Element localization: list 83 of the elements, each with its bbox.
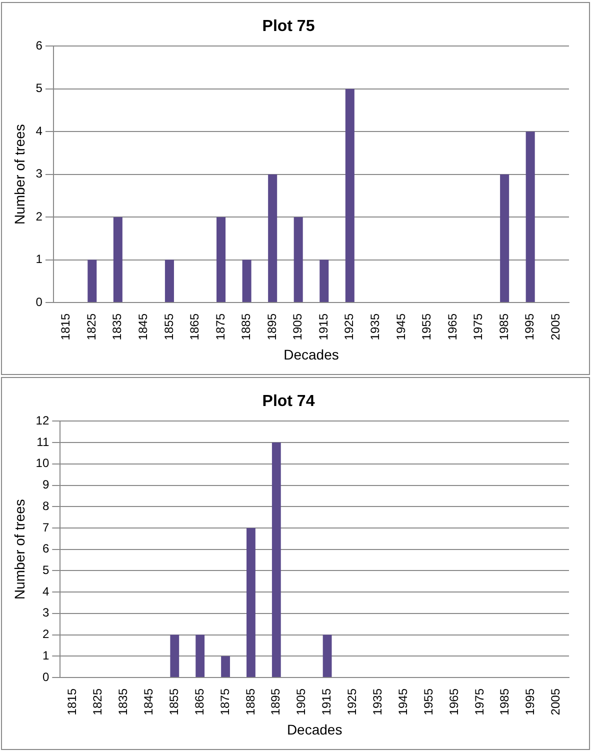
x-tick-label: 1865	[192, 688, 206, 716]
bar	[268, 174, 278, 302]
x-tick-label: 2005	[548, 688, 563, 716]
y-tick-label: 5	[42, 563, 50, 578]
x-tick-label: 1885	[239, 313, 254, 340]
x-tick-label: 1825	[90, 688, 105, 716]
x-tick-label: 1885	[243, 688, 258, 716]
x-tick-label: 1905	[290, 313, 305, 340]
x-tick-label: 1915	[320, 688, 334, 716]
y-tick-label: 7	[42, 520, 50, 534]
x-axis-title: Decades	[284, 346, 339, 362]
x-tick-label: 1995	[522, 313, 537, 340]
y-tick-label: 8	[42, 498, 50, 513]
x-tick-label: 1855	[162, 313, 176, 340]
x-tick-label: 1975	[472, 688, 486, 716]
x-tick-label: 1945	[396, 688, 410, 716]
x-tick-label: 1935	[370, 688, 384, 716]
y-tick-label: 2	[36, 209, 43, 224]
x-tick-label: 1945	[394, 313, 408, 340]
y-tick-label: 5	[36, 81, 43, 96]
y-tick-label: 1	[36, 252, 43, 266]
bar	[246, 528, 256, 678]
x-tick-label: 1965	[446, 688, 461, 716]
bar	[170, 634, 180, 678]
x-tick-label: 1815	[58, 313, 73, 340]
bar	[113, 217, 122, 302]
chart-title: Plot 74	[262, 393, 315, 410]
x-tick-label: 1835	[116, 688, 130, 716]
bar	[500, 174, 510, 302]
bar	[272, 442, 281, 678]
bar	[88, 260, 97, 302]
y-tick-label: 4	[36, 124, 43, 138]
x-tick-label: 1845	[142, 688, 156, 716]
x-tick-label: 1845	[136, 313, 150, 340]
x-tick-label: 2005	[548, 313, 562, 340]
x-tick-label: 1975	[471, 313, 486, 340]
bar	[196, 634, 205, 678]
x-tick-label: 1985	[498, 688, 512, 716]
x-tick-label: 1815	[65, 688, 80, 716]
bar	[526, 132, 535, 302]
x-tick-label: 1865	[188, 313, 202, 340]
x-tick-label: 1875	[213, 313, 228, 340]
x-tick-label: 1955	[421, 688, 436, 716]
y-tick-label: 12	[36, 414, 50, 428]
bar	[294, 217, 303, 302]
y-axis-title: Number of trees	[11, 124, 28, 225]
bar	[322, 634, 332, 678]
x-tick-label: 1895	[268, 688, 283, 716]
bar	[345, 88, 354, 302]
bar	[221, 656, 230, 678]
x-tick-label: 1995	[523, 688, 538, 716]
y-tick-label: 3	[36, 166, 43, 181]
y-tick-label: 10	[36, 456, 50, 470]
y-tick-label: 6	[36, 38, 43, 53]
x-tick-label: 1825	[84, 313, 98, 340]
x-tick-label: 1835	[110, 313, 124, 340]
x-tick-label: 1915	[316, 313, 330, 340]
x-tick-label: 1965	[445, 313, 460, 340]
bar	[242, 260, 252, 302]
chart-title: Plot 75	[262, 18, 315, 36]
x-tick-label: 1895	[264, 313, 279, 340]
y-tick-label: 1	[42, 648, 50, 662]
y-tick-label: 4	[42, 584, 50, 598]
x-tick-label: 1925	[342, 313, 356, 340]
bar	[164, 260, 174, 302]
y-tick-label: 3	[42, 606, 50, 620]
x-tick-label: 1855	[166, 688, 181, 716]
x-tick-label: 1955	[420, 313, 434, 340]
y-tick-label: 6	[42, 542, 50, 556]
x-tick-label: 1935	[368, 313, 382, 340]
x-tick-label: 1985	[496, 313, 511, 340]
y-axis-title: Number of trees	[11, 499, 28, 600]
y-tick-label: 0	[36, 294, 43, 309]
bar	[320, 260, 329, 302]
bar	[216, 217, 226, 302]
x-tick-label: 1875	[218, 688, 232, 716]
y-tick-label: 9	[42, 478, 50, 492]
x-tick-label: 1925	[345, 688, 360, 716]
x-tick-label: 1905	[294, 688, 308, 716]
y-tick-label: 11	[36, 434, 50, 449]
y-tick-label: 0	[42, 670, 50, 684]
y-tick-label: 2	[42, 627, 50, 642]
x-axis-title: Decades	[286, 721, 342, 738]
